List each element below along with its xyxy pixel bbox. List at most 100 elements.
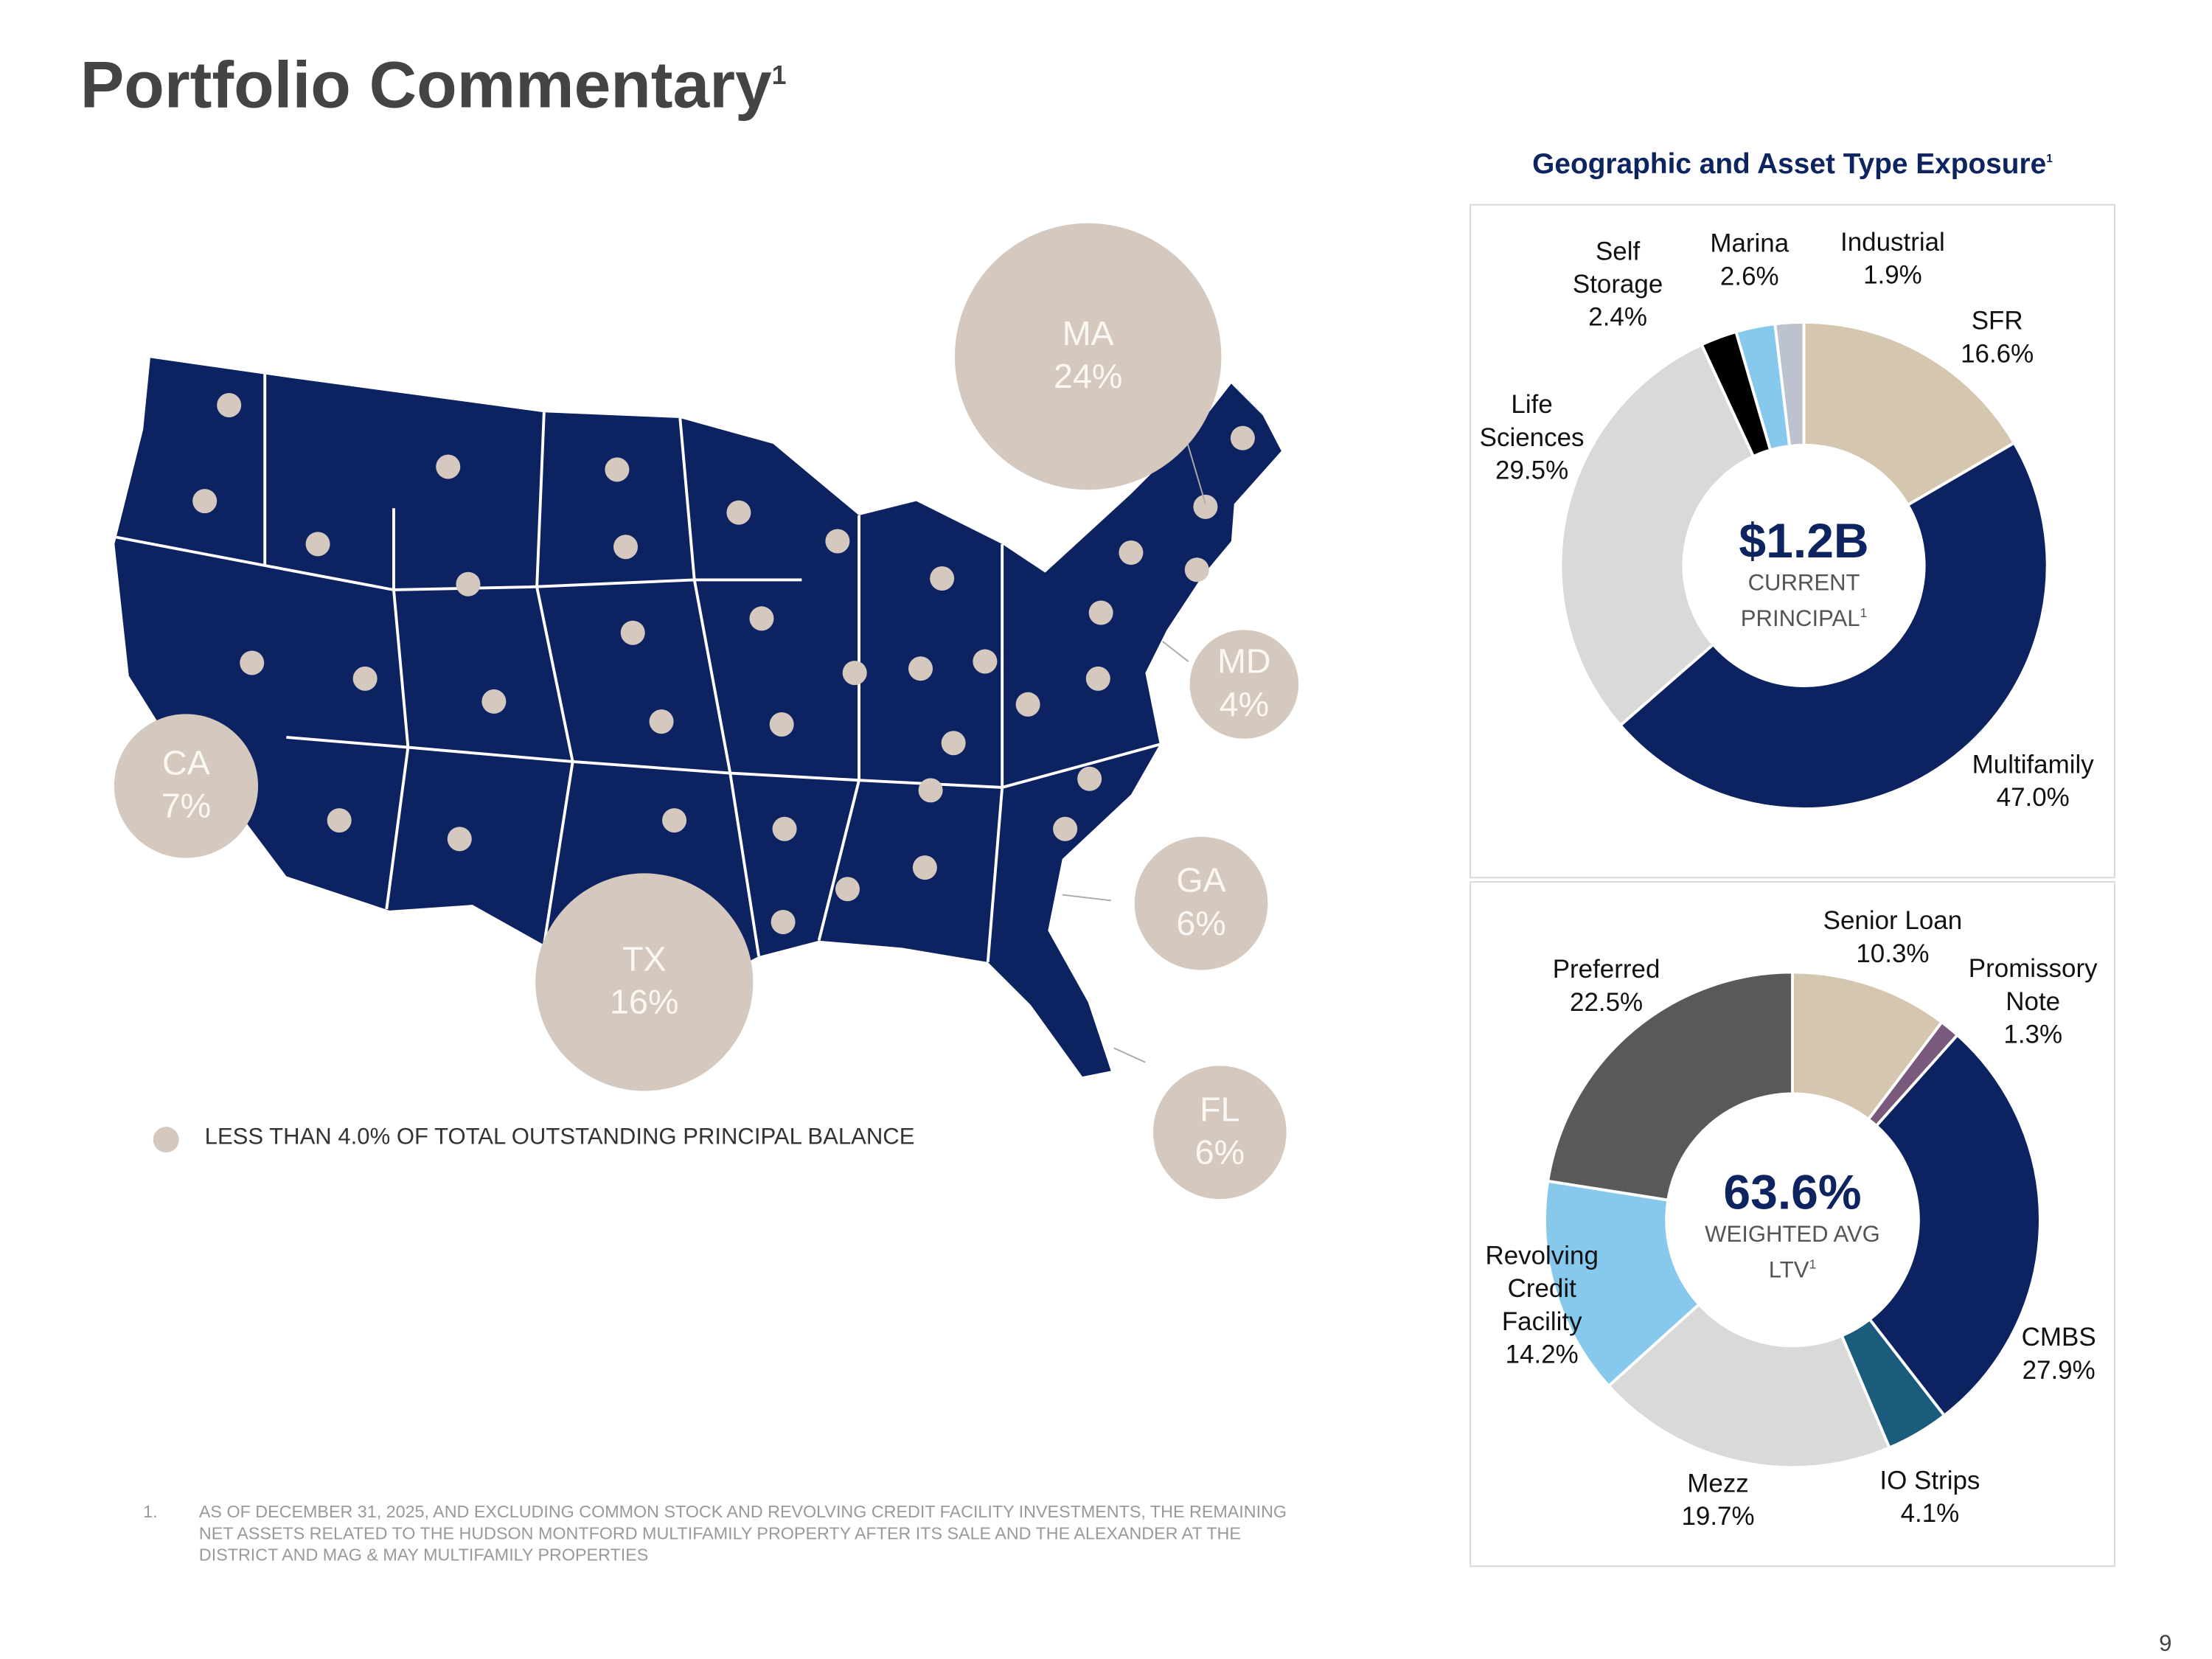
marker — [1193, 494, 1218, 519]
slice-label: Marina 2.6% — [1700, 228, 1800, 293]
slice-value: 1.3% — [2003, 1020, 2063, 1049]
exposure-bubble — [954, 223, 1222, 490]
marker — [1085, 666, 1110, 691]
state-name: TX — [622, 940, 667, 980]
donut-slice — [1802, 320, 2017, 507]
marker — [1230, 425, 1255, 451]
center-label: WEIGHTED AVG LTV1 — [1705, 1223, 1880, 1284]
exposure-bubble — [1152, 1065, 1287, 1200]
us-map — [114, 358, 1281, 1088]
slice-value: 2.6% — [1719, 262, 1779, 291]
slice-value: 10.3% — [1856, 939, 1930, 968]
slice-value: 2.4% — [1588, 302, 1647, 332]
exposure-bubble — [1134, 836, 1268, 970]
state-name: CA — [162, 744, 210, 784]
marker — [835, 877, 860, 902]
chart-frame — [1470, 881, 2115, 1568]
donut-slice — [1868, 1033, 2042, 1418]
center-value: 63.6% — [1723, 1166, 1862, 1220]
marker — [918, 778, 943, 803]
marker — [662, 808, 687, 833]
slice-value: 14.2% — [1505, 1340, 1579, 1369]
slice-label: CMBS 27.9% — [2016, 1321, 2102, 1387]
marker — [749, 606, 774, 631]
marker — [769, 712, 794, 737]
slice-label: Life Sciences 29.5% — [1467, 389, 1596, 487]
slice-value: 47.0% — [1996, 783, 2070, 812]
donut-slice — [1546, 970, 1794, 1202]
exposure-bubble — [1189, 630, 1299, 739]
slice-label: SFR 16.6% — [1954, 305, 2040, 371]
slice-label: Senior Loan 10.3% — [1806, 905, 1978, 970]
marker — [1184, 557, 1209, 582]
slice-category: Industrial — [1840, 227, 1945, 257]
state-value: 16% — [610, 983, 679, 1023]
slice-category: CMBS — [2021, 1323, 2096, 1352]
marker — [908, 656, 933, 681]
marker — [771, 909, 796, 934]
chart-title: Geographic and Asset Type Exposure1 — [1470, 149, 2115, 182]
center-value: $1.2B — [1739, 514, 1869, 569]
center-label-superscript: 1 — [1809, 1257, 1817, 1272]
footnote: 1. AS OF DECEMBER 31, 2025, AND EXCLUDING… — [143, 1502, 1287, 1565]
title-text: Portfolio Commentary — [80, 47, 772, 122]
marker — [912, 855, 937, 880]
center-label-text: CURRENT PRINCIPAL — [1740, 571, 1860, 633]
slice-label: Mezz 19.7% — [1675, 1467, 1761, 1533]
footnote-text: AS OF DECEMBER 31, 2025, AND EXCLUDING C… — [198, 1501, 1287, 1565]
marker — [327, 808, 352, 833]
marker — [1088, 600, 1113, 625]
bubble-label: TX 16% — [610, 939, 678, 1026]
slice-value: 1.9% — [1863, 260, 1922, 290]
slice-label: Industrial 1.9% — [1829, 226, 1958, 292]
center-text: $1.2B CURRENT PRINCIPAL1 — [1718, 513, 1890, 636]
slice-label: Promissory Note 1.3% — [1961, 953, 2104, 1051]
marker — [772, 816, 797, 841]
marker — [973, 649, 998, 674]
slice-category: IO Strips — [1879, 1466, 1980, 1495]
center-label-superscript: 1 — [1860, 605, 1868, 621]
marker — [941, 731, 966, 756]
slice-category: Mezz — [1687, 1469, 1749, 1498]
state-value: 7% — [161, 787, 212, 827]
state-value: 6% — [1194, 1133, 1245, 1173]
slice-category: SFR — [1971, 306, 2023, 335]
donut-slice — [1559, 342, 1756, 728]
leader-line — [1113, 1047, 1146, 1063]
slice-value: 29.5% — [1495, 456, 1569, 485]
donut-slice — [1543, 1179, 1702, 1388]
marker — [649, 709, 674, 734]
slice-category: Senior Loan — [1823, 906, 1963, 935]
slice-label: IO Strips 4.1% — [1865, 1464, 1994, 1530]
center-text: 63.6% WEIGHTED AVG LTV1 — [1692, 1164, 1893, 1287]
map-legend: LESS THAN 4.0% OF TOTAL OUTSTANDING PRIN… — [204, 1125, 915, 1150]
state-value: 4% — [1219, 686, 1269, 725]
chart-title-superscript: 1 — [2046, 152, 2053, 165]
donut-slice — [1773, 320, 1806, 448]
slice-category: Marina — [1710, 229, 1790, 258]
slice-value: 22.5% — [1570, 987, 1644, 1017]
donut-slice — [1618, 441, 2049, 810]
state-name: MD — [1217, 642, 1271, 682]
title: Portfolio Commentary1 — [80, 46, 787, 123]
slice-value: 27.9% — [2022, 1355, 2096, 1385]
donut-slice — [1607, 1302, 1892, 1470]
slice-category: Promissory Note — [1968, 954, 2098, 1016]
marker — [456, 571, 481, 597]
center-label: CURRENT PRINCIPAL1 — [1741, 571, 1867, 632]
bubble-label: MA 24% — [1054, 313, 1122, 400]
slice-category: Self Storage — [1572, 237, 1663, 299]
marker — [605, 457, 630, 482]
chart-frame — [1470, 204, 2115, 879]
marker — [481, 689, 507, 714]
marker — [613, 535, 639, 560]
marker — [192, 489, 218, 514]
slice-category: Revolving Credit Facility — [1485, 1241, 1599, 1336]
state-name: MA — [1062, 315, 1114, 354]
marker — [352, 666, 378, 691]
bubble-label: MD 4% — [1217, 641, 1270, 728]
slice-label: Preferred 22.5% — [1535, 953, 1678, 1019]
